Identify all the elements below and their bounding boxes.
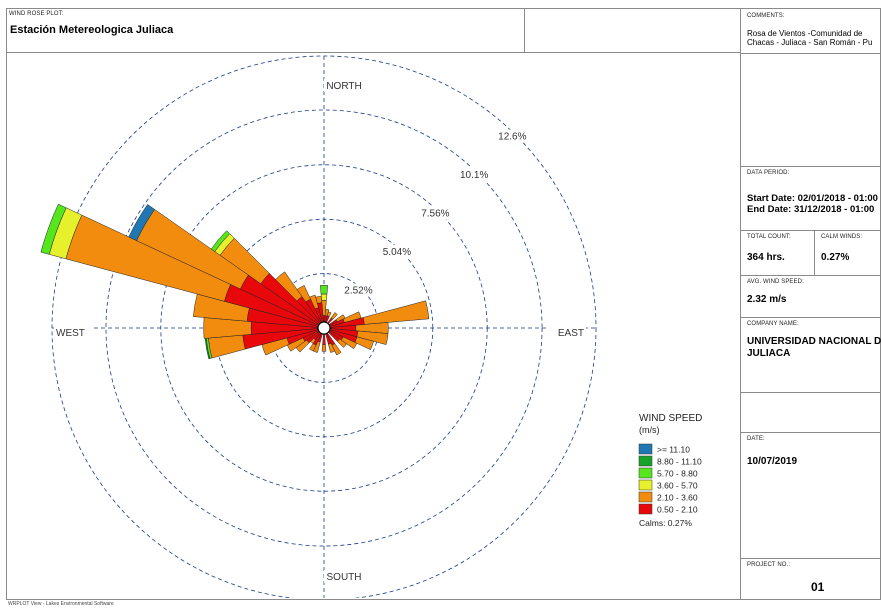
divider <box>740 166 881 167</box>
legend-swatch <box>638 455 653 467</box>
ring-label: 2.52% <box>344 286 372 297</box>
legend-swatch <box>638 443 653 455</box>
date-label: DATE: <box>747 436 765 442</box>
wind-sector-bar <box>309 294 319 310</box>
wind-sector-bar <box>128 204 155 241</box>
legend-item-label: 2.10 - 3.60 <box>657 493 698 503</box>
wind-sector-bar <box>326 311 332 318</box>
ring-labels: 2.52% 5.04% 7.56% 10.1% 12.6% <box>342 129 530 297</box>
wind-sector-bar <box>331 343 342 356</box>
ring-label: 10.1% <box>460 170 488 181</box>
legend-swatch <box>638 479 653 491</box>
footer-note: WRPLOT View - Lakes Environmental Softwa… <box>8 601 114 607</box>
company-line-1: UNIVERSIDAD NACIONAL DE <box>747 336 881 347</box>
bars <box>40 203 430 360</box>
direction-labels: NORTH EAST SOUTH WEST <box>54 79 586 583</box>
comments-line-2: Chacas - Juliaca - San Román - Pu <box>747 38 873 47</box>
end-date: End Date: 31/12/2018 - 01:00 <box>747 204 875 215</box>
total-count-value: 364 hrs. <box>747 252 785 263</box>
legend-swatch <box>638 503 653 515</box>
direction-label: WEST <box>56 328 85 339</box>
wind-sector-bar <box>296 285 311 303</box>
ring-label-bg <box>419 206 453 220</box>
project-value: 01 <box>811 580 825 594</box>
wind-sector-bar <box>315 295 323 304</box>
wind-sector-bar <box>356 330 389 345</box>
divider <box>740 392 881 393</box>
legend-item-label: 0.50 - 2.10 <box>657 505 698 515</box>
title-cell: WIND ROSE PLOT: Estación Metereologica J… <box>6 8 525 53</box>
direction-label: SOUTH <box>327 572 362 583</box>
company-label: COMPANY NAME: <box>747 321 799 327</box>
wind-sector-bar <box>275 271 303 302</box>
legend-title: WIND SPEED <box>639 413 702 424</box>
legend-item-label: >= 11.10 <box>657 445 690 455</box>
legend-item-label: 8.80 - 11.10 <box>657 457 702 467</box>
wind-sector-bar <box>330 312 338 320</box>
direction-label-bg <box>54 326 94 339</box>
wind-sector-bar <box>354 336 374 351</box>
direction-label: EAST <box>558 328 584 339</box>
wind-sector-bar <box>208 334 246 359</box>
info-panel: COMMENTS: Rosa de Vientos -Comunidad de … <box>740 8 881 600</box>
wind-sector-bar <box>40 203 67 255</box>
legend-item-label: 3.60 - 5.70 <box>657 481 698 491</box>
plot-label: WIND ROSE PLOT: <box>9 11 64 17</box>
wind-sector-bar <box>362 300 430 325</box>
wind-sector-bar <box>322 333 326 346</box>
legend: WIND SPEED(m/s) >= 11.10 8.80 - 11.10 5.70 … <box>638 413 702 528</box>
company-line-2: JULIACA <box>747 348 791 359</box>
avg-speed-label: AVG. WIND SPEED: <box>747 279 804 285</box>
date-value: 10/07/2019 <box>747 456 798 467</box>
ring-label: 5.04% <box>383 247 411 258</box>
divider <box>740 432 881 433</box>
wind-sector-bar <box>210 230 231 252</box>
avg-speed-value: 2.32 m/s <box>747 294 787 305</box>
wind-sector-bar <box>324 308 330 317</box>
divider <box>740 317 881 318</box>
legend-swatch <box>638 491 653 503</box>
wind-sector-bar <box>320 285 328 295</box>
direction-label-bg <box>324 79 364 92</box>
wind-sector-bar <box>321 344 327 352</box>
ring-label: 7.56% <box>421 209 449 220</box>
calm-winds-value: 0.27% <box>821 252 850 263</box>
divider <box>740 275 881 276</box>
direction-label: NORTH <box>326 81 361 92</box>
ring-label-bg <box>496 129 530 143</box>
plot-title: Estación Metereologica Juliaca <box>10 24 174 36</box>
divider <box>740 558 881 559</box>
comments-line-1: Rosa de Vientos -Comunidad de <box>747 29 863 38</box>
legend-item-label: 5.70 - 8.80 <box>657 469 698 479</box>
title-blank-cell <box>525 8 741 53</box>
ring-label-bg <box>458 167 492 181</box>
divider <box>740 53 881 54</box>
wind-sector-bar <box>320 293 328 301</box>
divider <box>814 230 815 275</box>
legend-swatch <box>638 467 653 479</box>
comments-label: COMMENTS: <box>747 13 785 19</box>
wind-sector-bar <box>337 338 347 348</box>
calm-center-circle <box>317 321 331 335</box>
ring-label-bg <box>342 283 376 297</box>
wind-sector-bar <box>340 336 358 350</box>
project-label: PROJECT NO.: <box>747 562 791 568</box>
legend-calms: Calms: 0.27% <box>639 518 692 528</box>
ring-label-bg <box>380 245 414 259</box>
legend-unit: (m/s) <box>639 425 660 435</box>
direction-label-bg <box>546 326 586 339</box>
wind-sector-bar <box>328 342 336 353</box>
calm-winds-label: CALM WINDS: <box>821 234 863 240</box>
start-date: Start Date: 02/01/2018 - 01:00 <box>747 193 878 204</box>
direction-label-bg <box>324 570 364 583</box>
wind-sector-bar <box>309 343 317 352</box>
total-count-label: TOTAL COUNT: <box>747 234 791 240</box>
divider <box>740 230 881 231</box>
wind-rose-chart: 2.52% 5.04% 7.56% 10.1% 12.6% NORTH EAST SOUTH… <box>40 55 702 598</box>
data-period-label: DATA PERIOD: <box>747 170 790 176</box>
ring-label: 12.6% <box>498 132 526 143</box>
